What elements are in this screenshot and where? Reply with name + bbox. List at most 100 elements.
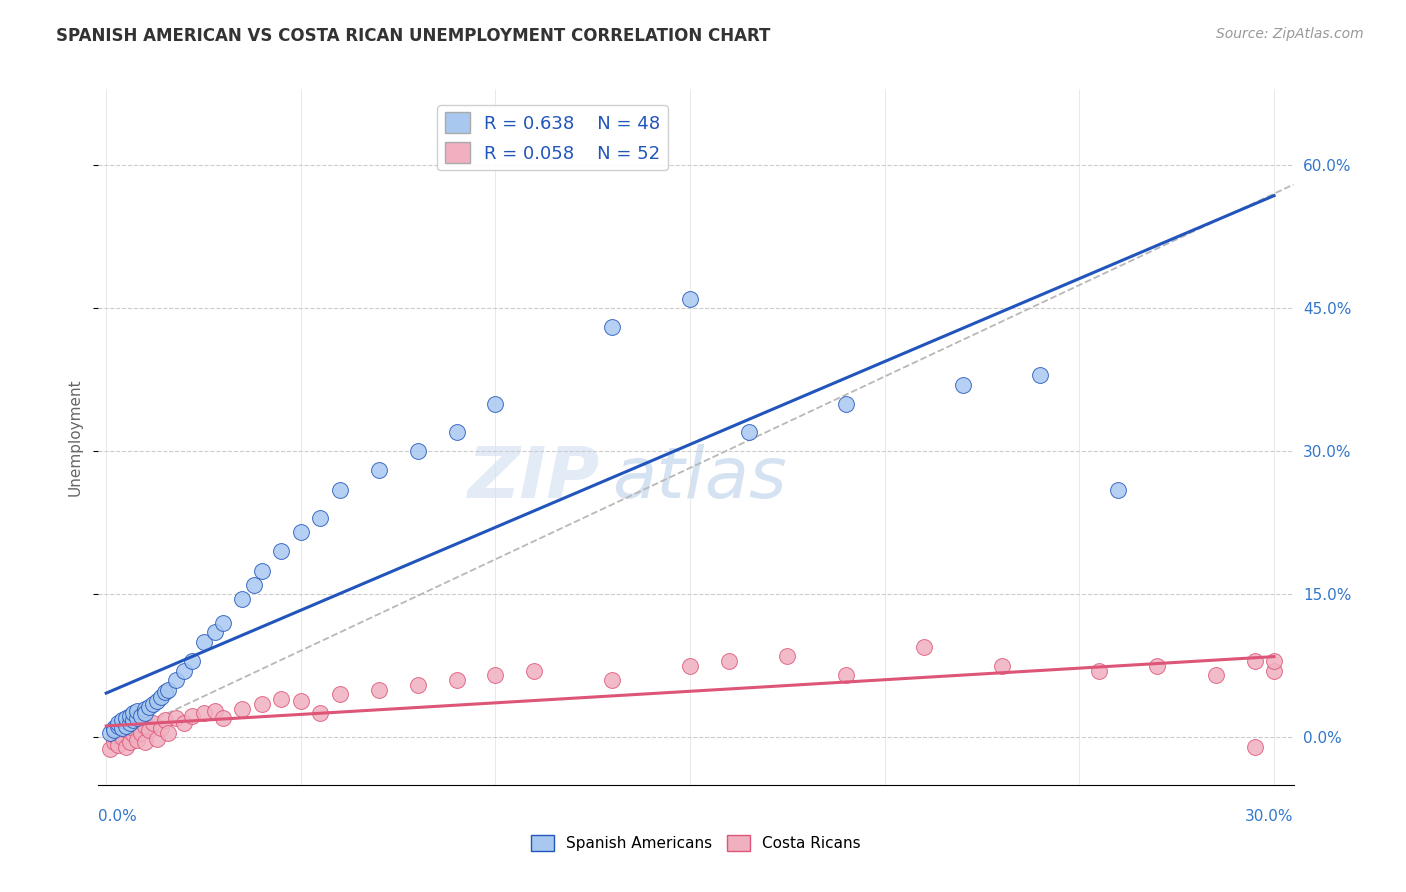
Point	[600, 320, 623, 334]
Point	[204, 704, 226, 718]
Point	[406, 444, 429, 458]
Point	[153, 684, 176, 698]
Point	[107, 719, 129, 733]
Point	[446, 425, 468, 440]
Point	[107, 738, 129, 752]
Text: 0.0%: 0.0%	[98, 809, 138, 823]
Point	[103, 721, 125, 735]
Point	[153, 713, 176, 727]
Point	[329, 483, 352, 497]
Point	[180, 654, 202, 668]
Point	[250, 564, 273, 578]
Point	[290, 694, 312, 708]
Text: 30.0%: 30.0%	[1246, 809, 1294, 823]
Point	[103, 723, 125, 737]
Point	[114, 723, 136, 737]
Point	[134, 706, 156, 721]
Point	[173, 664, 195, 678]
Point	[111, 721, 134, 735]
Point	[1243, 654, 1265, 668]
Point	[98, 725, 121, 739]
Point	[952, 377, 974, 392]
Point	[118, 716, 141, 731]
Point	[138, 699, 160, 714]
Point	[173, 716, 195, 731]
Point	[484, 668, 506, 682]
Point	[990, 658, 1012, 673]
Point	[180, 709, 202, 723]
Point	[679, 658, 702, 673]
Point	[149, 721, 172, 735]
Point	[367, 463, 389, 477]
Point	[835, 397, 858, 411]
Point	[309, 511, 332, 525]
Text: SPANISH AMERICAN VS COSTA RICAN UNEMPLOYMENT CORRELATION CHART: SPANISH AMERICAN VS COSTA RICAN UNEMPLOY…	[56, 27, 770, 45]
Point	[600, 673, 623, 687]
Y-axis label: Unemployment: Unemployment	[67, 378, 83, 496]
Point	[1243, 739, 1265, 754]
Point	[679, 292, 702, 306]
Point	[776, 649, 799, 664]
Point	[157, 725, 180, 739]
Text: Source: ZipAtlas.com: Source: ZipAtlas.com	[1216, 27, 1364, 41]
Point	[1146, 658, 1168, 673]
Point	[138, 723, 160, 737]
Point	[446, 673, 468, 687]
Point	[111, 731, 134, 745]
Point	[114, 739, 136, 754]
Point	[193, 635, 215, 649]
Text: atlas: atlas	[613, 444, 787, 513]
Point	[157, 682, 180, 697]
Point	[127, 733, 149, 747]
Point	[146, 694, 169, 708]
Point	[290, 525, 312, 540]
Point	[111, 713, 134, 727]
Point	[103, 735, 125, 749]
Point	[122, 727, 145, 741]
Point	[149, 690, 172, 705]
Point	[122, 713, 145, 727]
Point	[250, 697, 273, 711]
Point	[912, 640, 935, 654]
Point	[146, 732, 169, 747]
Point	[231, 702, 253, 716]
Point	[165, 711, 187, 725]
Point	[1107, 483, 1129, 497]
Point	[270, 544, 292, 558]
Point	[118, 735, 141, 749]
Point	[1088, 664, 1111, 678]
Point	[329, 687, 352, 701]
Point	[1205, 668, 1227, 682]
Point	[103, 728, 125, 742]
Point	[835, 668, 858, 682]
Point	[212, 615, 235, 630]
Point	[134, 719, 156, 733]
Point	[127, 704, 149, 718]
Point	[309, 706, 332, 721]
Point	[193, 706, 215, 721]
Point	[367, 682, 389, 697]
Point	[129, 709, 152, 723]
Point	[406, 678, 429, 692]
Point	[718, 654, 741, 668]
Point	[231, 592, 253, 607]
Point	[1263, 664, 1285, 678]
Point	[122, 721, 145, 735]
Point	[142, 716, 165, 731]
Point	[204, 625, 226, 640]
Point	[98, 741, 121, 756]
Point	[270, 692, 292, 706]
Point	[523, 664, 546, 678]
Point	[118, 709, 141, 723]
Point	[107, 716, 129, 731]
Point	[1263, 654, 1285, 668]
Point	[165, 673, 187, 687]
Point	[484, 397, 506, 411]
Legend: R = 0.638    N = 48, R = 0.058    N = 52: R = 0.638 N = 48, R = 0.058 N = 52	[437, 105, 668, 170]
Point	[737, 425, 759, 440]
Point	[129, 725, 152, 739]
Point	[212, 711, 235, 725]
Point	[114, 719, 136, 733]
Point	[127, 711, 149, 725]
Point	[122, 706, 145, 721]
